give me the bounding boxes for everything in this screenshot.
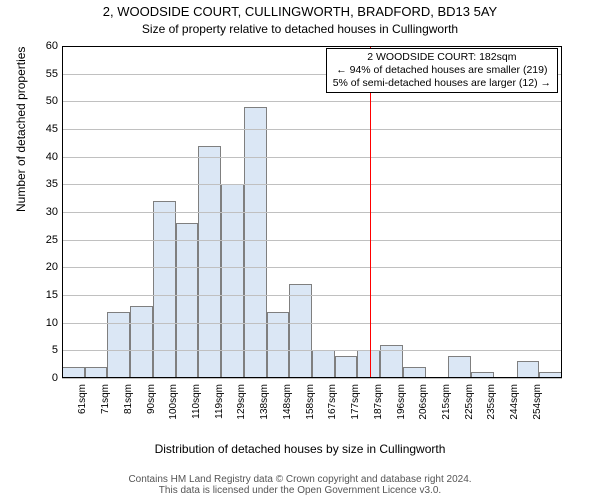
y-tick-label: 50 bbox=[28, 95, 58, 107]
histogram-bar bbox=[153, 201, 176, 378]
x-tick-label: 61sqm bbox=[77, 384, 88, 414]
reference-marker-line bbox=[370, 46, 371, 378]
x-axis-label: Distribution of detached houses by size … bbox=[0, 442, 600, 456]
gridline bbox=[62, 46, 562, 47]
x-tick-label: 110sqm bbox=[191, 384, 202, 419]
annotation-line-1: 2 WOODSIDE COURT: 182sqm bbox=[333, 51, 551, 64]
gridline bbox=[62, 157, 562, 158]
x-tick-label: 81sqm bbox=[123, 384, 134, 414]
histogram-bar bbox=[176, 223, 199, 378]
x-tick-label: 71sqm bbox=[100, 384, 111, 414]
x-tick-label: 148sqm bbox=[282, 384, 293, 420]
y-tick-label: 10 bbox=[28, 317, 58, 329]
y-tick-label: 30 bbox=[28, 206, 58, 218]
y-tick-label: 40 bbox=[28, 151, 58, 163]
histogram-bar bbox=[517, 361, 540, 378]
histogram-bar bbox=[107, 312, 130, 378]
y-tick-label: 15 bbox=[28, 289, 58, 301]
gridline bbox=[62, 378, 562, 379]
histogram-bar bbox=[244, 107, 267, 378]
annotation-line-2: ← 94% of detached houses are smaller (21… bbox=[333, 64, 551, 77]
gridline bbox=[62, 212, 562, 213]
histogram-bar bbox=[448, 356, 471, 378]
chart-title: 2, WOODSIDE COURT, CULLINGWORTH, BRADFOR… bbox=[0, 4, 600, 19]
footer-line-2: This data is licensed under the Open Gov… bbox=[159, 485, 441, 496]
histogram-bar bbox=[198, 146, 221, 378]
histogram-bar bbox=[267, 312, 290, 378]
x-tick-label: 254sqm bbox=[532, 384, 543, 420]
x-tick-label: 235sqm bbox=[486, 384, 497, 420]
gridline bbox=[62, 295, 562, 296]
x-tick-label: 177sqm bbox=[350, 384, 361, 420]
x-tick-label: 119sqm bbox=[214, 384, 225, 419]
plot-area: 2 WOODSIDE COURT: 182sqm ← 94% of detach… bbox=[62, 46, 562, 378]
y-tick-label: 25 bbox=[28, 234, 58, 246]
x-tick-label: 187sqm bbox=[373, 384, 384, 420]
y-tick-label: 0 bbox=[28, 372, 58, 384]
gridline bbox=[62, 240, 562, 241]
x-tick-label: 138sqm bbox=[259, 384, 270, 420]
y-tick-label: 20 bbox=[28, 261, 58, 273]
x-tick-label: 158sqm bbox=[305, 384, 316, 420]
histogram-bar bbox=[289, 284, 312, 378]
y-tick-label: 55 bbox=[28, 68, 58, 80]
y-tick-label: 5 bbox=[28, 344, 58, 356]
x-tick-label: 100sqm bbox=[168, 384, 179, 420]
histogram-bar bbox=[62, 367, 85, 378]
gridline bbox=[62, 323, 562, 324]
histogram-bar bbox=[130, 306, 153, 378]
gridline bbox=[62, 101, 562, 102]
x-tick-label: 225sqm bbox=[464, 384, 475, 420]
gridline bbox=[62, 267, 562, 268]
gridline bbox=[62, 350, 562, 351]
chart-subtitle: Size of property relative to detached ho… bbox=[0, 22, 600, 36]
x-tick-label: 215sqm bbox=[441, 384, 452, 420]
size-histogram-chart: 2, WOODSIDE COURT, CULLINGWORTH, BRADFOR… bbox=[0, 0, 600, 500]
gridline bbox=[62, 129, 562, 130]
histogram-bar bbox=[85, 367, 108, 378]
histogram-bar bbox=[312, 350, 335, 378]
annotation-callout: 2 WOODSIDE COURT: 182sqm ← 94% of detach… bbox=[326, 48, 558, 93]
gridline bbox=[62, 184, 562, 185]
x-tick-label: 196sqm bbox=[396, 384, 407, 420]
x-tick-label: 244sqm bbox=[509, 384, 520, 420]
x-tick-label: 129sqm bbox=[236, 384, 247, 420]
y-axis-label-text: Number of detached properties bbox=[14, 47, 28, 212]
x-tick-label: 90sqm bbox=[146, 384, 157, 414]
x-tick-label: 167sqm bbox=[327, 384, 338, 420]
x-tick-label: 206sqm bbox=[418, 384, 429, 420]
footer-line-1: Contains HM Land Registry data © Crown c… bbox=[128, 474, 471, 485]
histogram-bar bbox=[335, 356, 358, 378]
y-tick-label: 60 bbox=[28, 40, 58, 52]
footer-attribution: Contains HM Land Registry data © Crown c… bbox=[0, 474, 600, 496]
y-tick-label: 45 bbox=[28, 123, 58, 135]
annotation-line-3: 5% of semi-detached houses are larger (1… bbox=[333, 77, 551, 90]
histogram-bar bbox=[221, 184, 244, 378]
y-axis-label: Number of detached properties bbox=[14, 47, 28, 212]
histogram-bar bbox=[403, 367, 426, 378]
y-tick-label: 35 bbox=[28, 178, 58, 190]
